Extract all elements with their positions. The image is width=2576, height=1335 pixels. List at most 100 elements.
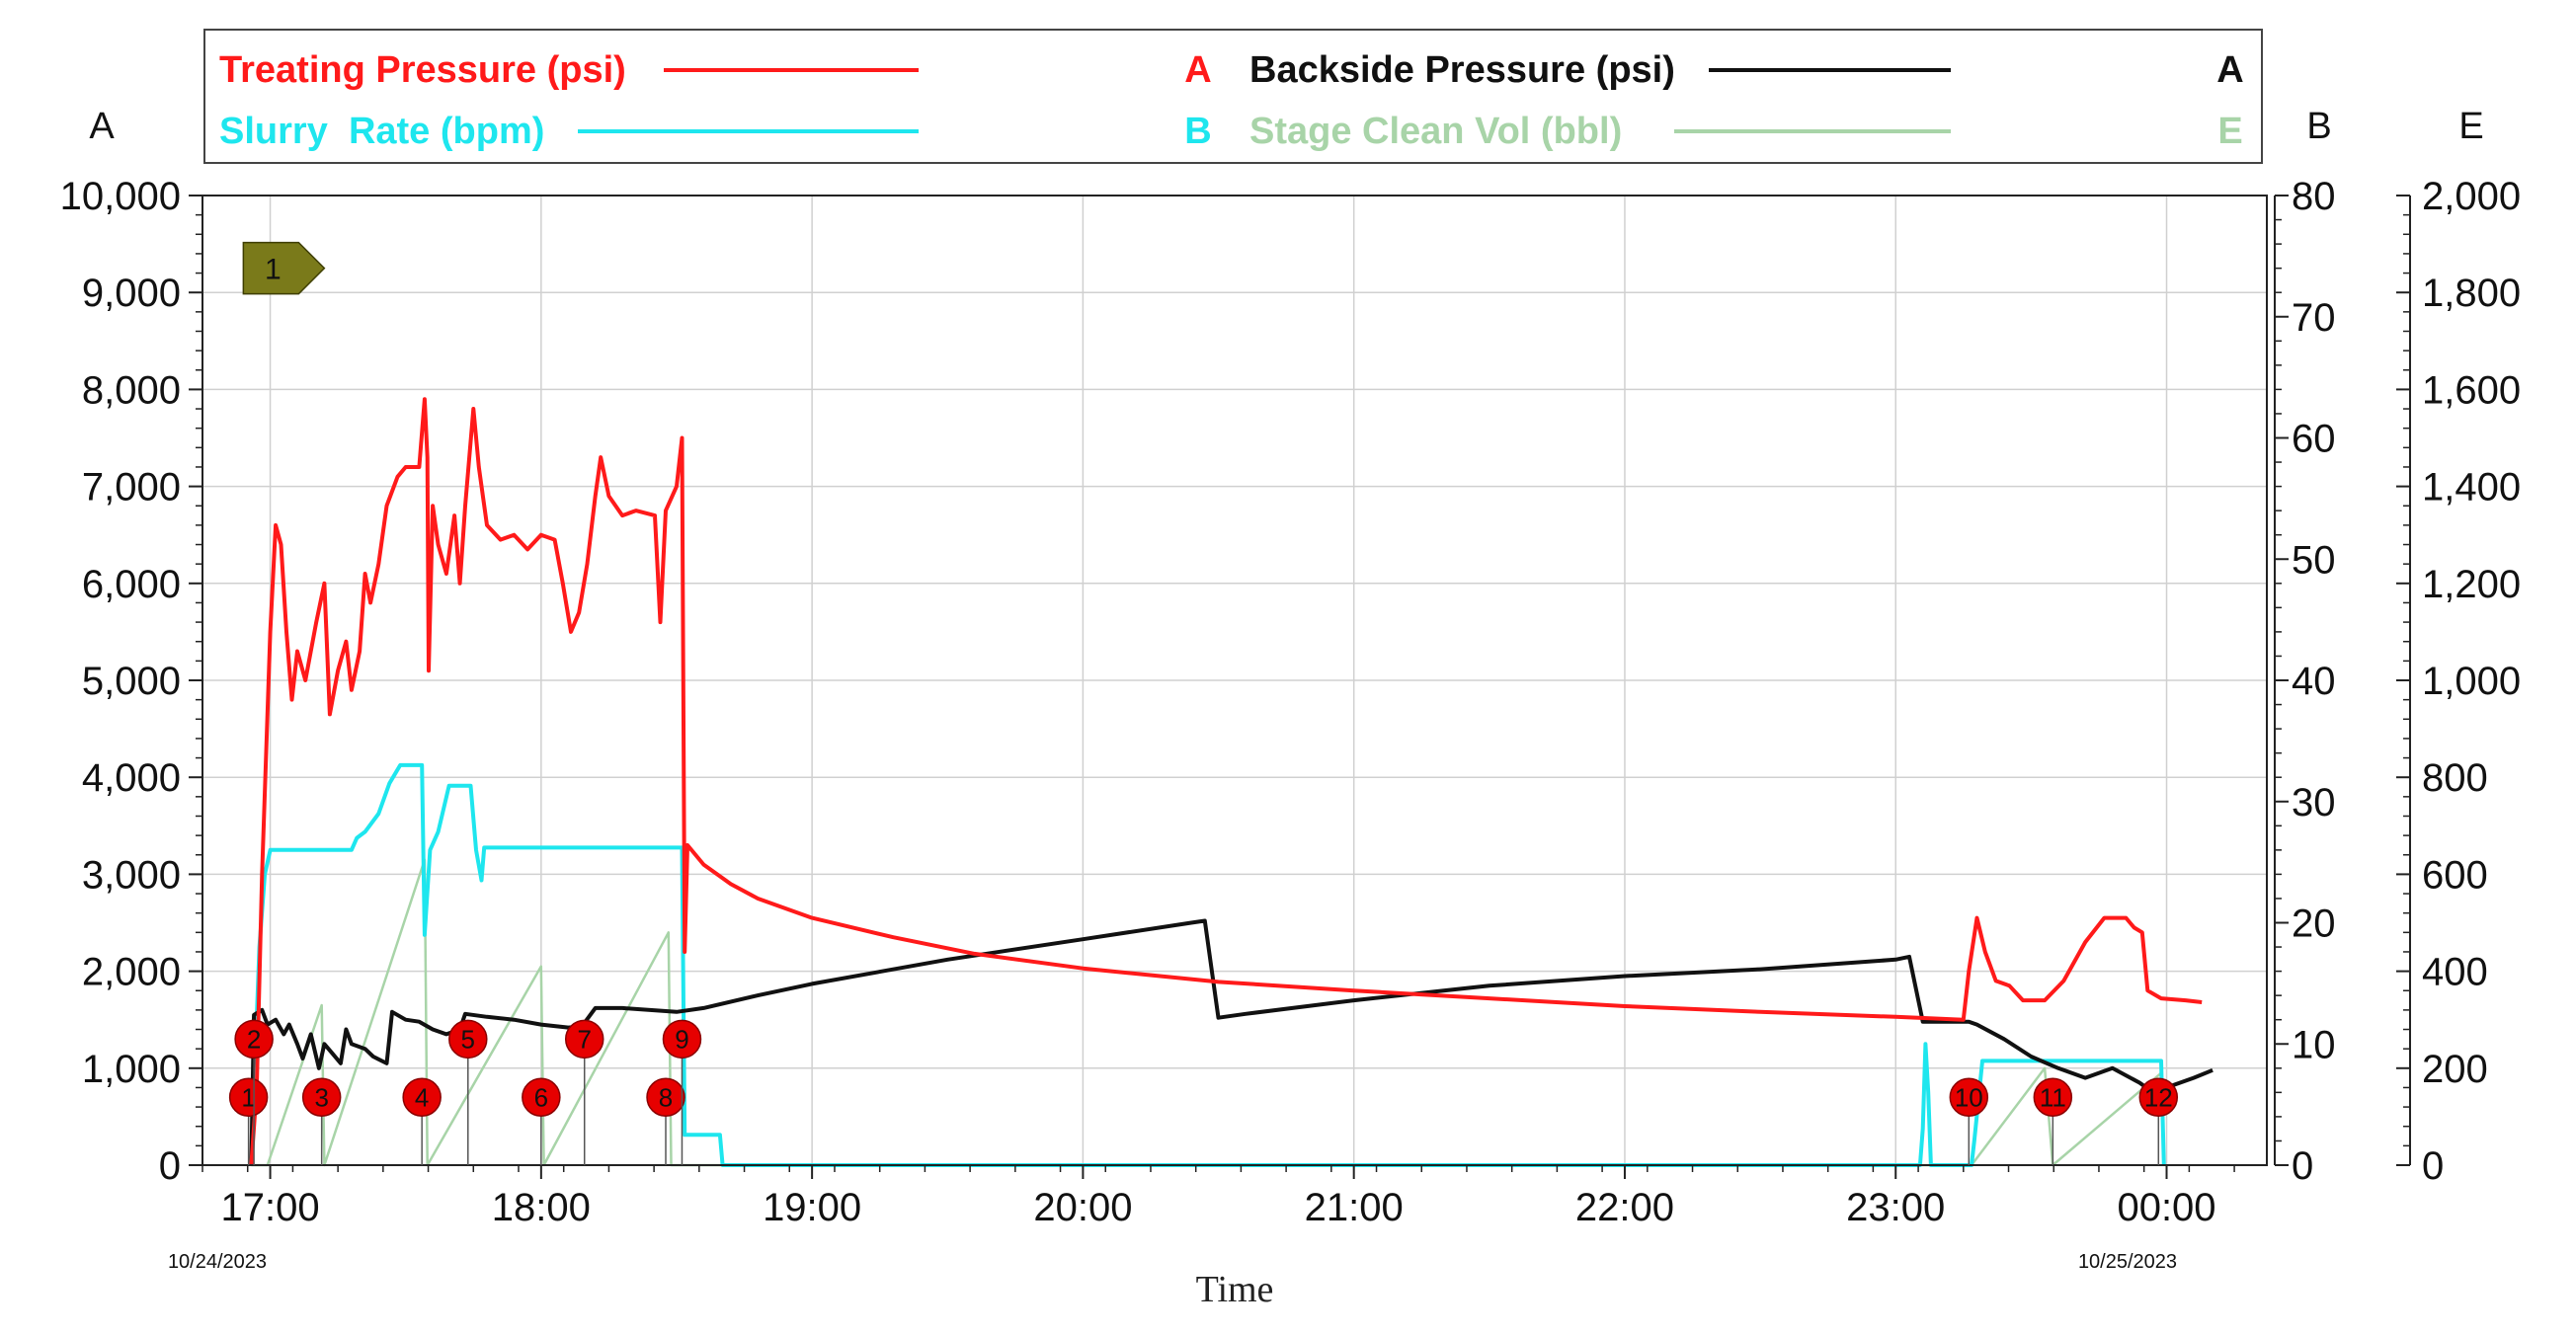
legend-label: Treating Pressure (psi) <box>219 49 626 91</box>
axis-b-tick-label: 40 <box>2292 660 2336 703</box>
legend-axis-id: A <box>1184 49 1211 91</box>
axis-b: 0 10 20 30 40 50 60 70 80 <box>2274 175 2336 1188</box>
event-marker-10: 10 <box>1949 1077 1989 1165</box>
axis-e-tick-label: 1,200 <box>2422 563 2521 606</box>
flag-marker: 1 <box>242 241 326 295</box>
event-marker-circle <box>2033 1077 2073 1118</box>
axis-e-tick-label: 1,600 <box>2422 368 2521 412</box>
event-marker-label: 3 <box>314 1082 328 1112</box>
axis-b-tick-label: 60 <box>2292 418 2336 461</box>
event-marker-4: 4 <box>402 1077 442 1165</box>
x-axis-tick-label: 17:00 <box>221 1186 320 1229</box>
x-axis-tick-label: 20:00 <box>1033 1186 1132 1229</box>
series-line-treating-pressure-psi <box>249 397 2203 1166</box>
event-marker-9: 9 <box>662 1019 702 1165</box>
event-marker-label: 7 <box>577 1024 591 1054</box>
series-line-backside-pressure-psi <box>249 918 2214 1166</box>
event-marker-7: 7 <box>564 1019 604 1165</box>
event-marker-circle <box>301 1077 342 1118</box>
series-line-slurry-rate-bpm <box>249 762 2166 1167</box>
axis-e-tick-label: 1,000 <box>2422 660 2521 703</box>
legend-entry-backside-pressure-psi: Backside Pressure (psi) A <box>1249 49 2244 91</box>
axis-b-tick-label: 20 <box>2292 903 2336 946</box>
end-date-label: 10/25/2023 <box>2078 1251 2177 1273</box>
event-marker-5: 5 <box>448 1019 488 1165</box>
event-marker-label: 11 <box>2040 1082 2066 1112</box>
legend-axis-id: A <box>2216 49 2243 91</box>
x-axis-tick-label: 23:00 <box>1846 1186 1945 1229</box>
legend-box <box>203 29 2263 164</box>
legend: Treating Pressure (psi) A Backside Pressur… <box>203 29 2263 164</box>
event-marker-label: 1 <box>241 1082 255 1112</box>
axis-b-tick-label: 80 <box>2292 175 2336 218</box>
axis-a: 0 1,000 2,000 3,000 4,000 5,000 6,000 7,000 8,00… <box>60 175 202 1188</box>
event-marker-circle <box>228 1077 269 1118</box>
event-marker-label: 5 <box>461 1024 475 1054</box>
event-marker-circle <box>1949 1077 1989 1118</box>
axis-b-tick-label: 70 <box>2292 296 2336 340</box>
event-marker-circle <box>662 1019 702 1060</box>
axis-a-tick-label: 10,000 <box>60 175 181 218</box>
event-marker-circle <box>234 1019 274 1060</box>
event-marker-label: 4 <box>415 1082 429 1112</box>
event-marker-2: 2 <box>234 1019 274 1165</box>
axis-e: 0 200 400 600 800 1,000 1,200 1,400 1,600 1,800 2,… <box>2396 175 2521 1188</box>
legend-label: Backside Pressure (psi) <box>1249 49 1675 91</box>
axis-b-tick-label: 30 <box>2292 781 2336 825</box>
event-marker-6: 6 <box>522 1077 561 1165</box>
axis-e-tick-label: 600 <box>2422 853 2488 897</box>
axis-a-tick-label: 3,000 <box>82 853 181 897</box>
axis-b-tick-label: 50 <box>2292 538 2336 582</box>
series-line-stage-clean-vol-bbl <box>251 858 2166 1167</box>
x-axis-tick-label: 21:00 <box>1305 1186 1404 1229</box>
event-marker-label: 6 <box>534 1082 548 1112</box>
legend-label: Slurry Rate (bpm) <box>219 111 544 152</box>
axis-a-tick-label: 6,000 <box>82 563 181 606</box>
axis-b-tick-label: 10 <box>2292 1023 2336 1066</box>
axis-e-tick-label: 1,400 <box>2422 466 2521 510</box>
event-marker-circle <box>448 1019 488 1060</box>
legend-entry-treating-pressure-psi: Treating Pressure (psi) A <box>219 49 1212 91</box>
axis-a-tick-label: 8,000 <box>82 368 181 412</box>
event-marker-circle <box>646 1077 685 1118</box>
axis-a-tick-label: 2,000 <box>82 951 181 994</box>
x-axis-title: Time <box>1196 1269 1274 1310</box>
x-axis-tick-label: 22:00 <box>1575 1186 1674 1229</box>
legend-entry-slurry-rate-bpm: Slurry Rate (bpm) B <box>219 111 1212 152</box>
axis-e-tick-label: 800 <box>2422 756 2488 800</box>
axis-a-tick-label: 1,000 <box>82 1048 181 1091</box>
axis-a-tick-label: 9,000 <box>82 272 181 315</box>
axis-a-tick-label: 5,000 <box>82 660 181 703</box>
event-marker-label: 2 <box>247 1024 261 1054</box>
x-axis-tick-label: 00:00 <box>2117 1186 2215 1229</box>
axis-a-id: A <box>89 106 115 147</box>
flag-marker-label: 1 <box>265 254 282 286</box>
axis-e-tick-label: 0 <box>2422 1144 2444 1188</box>
event-marker-circle <box>564 1019 604 1060</box>
flag-marker-shape <box>242 241 326 295</box>
event-marker-3: 3 <box>301 1077 342 1165</box>
event-marker-12: 12 <box>2138 1077 2179 1165</box>
axis-e-tick-label: 400 <box>2422 951 2488 994</box>
event-marker-label: 8 <box>659 1082 673 1112</box>
legend-label: Stage Clean Vol (bbl) <box>1249 111 1622 152</box>
axis-e-tick-label: 1,800 <box>2422 272 2521 315</box>
event-marker-label: 9 <box>675 1024 688 1054</box>
axis-b-id: B <box>2306 106 2331 147</box>
event-marker-label: 12 <box>2144 1082 2173 1112</box>
event-marker-label: 10 <box>1955 1082 1983 1112</box>
event-marker-8: 8 <box>646 1077 685 1165</box>
axis-e-tick-label: 200 <box>2422 1048 2488 1091</box>
axis-a-tick-label: 7,000 <box>82 466 181 510</box>
axis-b-tick-label: 0 <box>2292 1144 2313 1188</box>
grid <box>202 196 2267 1165</box>
event-marker-circle <box>522 1077 561 1118</box>
x-axis: 17:00 18:00 19:00 20:00 21:00 22:00 23:00 00:00 <box>201 1164 2267 1229</box>
legend-axis-id: E <box>2217 111 2242 152</box>
x-axis-tick-label: 18:00 <box>492 1186 591 1229</box>
series-layer <box>249 397 2214 1167</box>
event-marker-1: 1 <box>228 1077 269 1165</box>
axis-e-tick-label: 2,000 <box>2422 175 2521 218</box>
